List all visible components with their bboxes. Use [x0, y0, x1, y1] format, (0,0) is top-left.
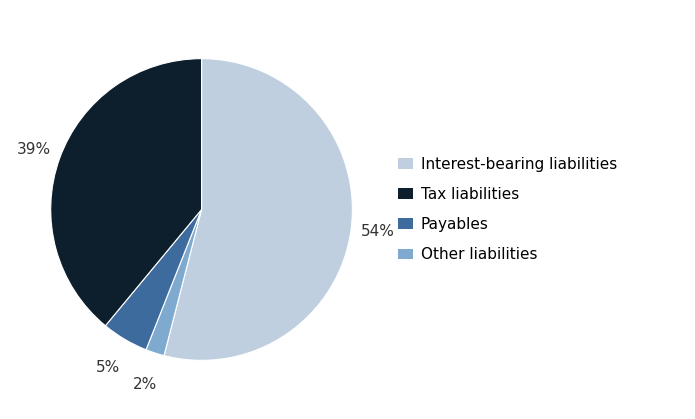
Text: 39%: 39% [17, 142, 51, 157]
Text: 54%: 54% [361, 224, 395, 239]
Wedge shape [146, 210, 202, 356]
Legend: Interest-bearing liabilities, Tax liabilities, Payables, Other liabilities: Interest-bearing liabilities, Tax liabil… [398, 157, 617, 262]
Text: 5%: 5% [96, 360, 120, 375]
Text: 2%: 2% [133, 377, 157, 392]
Wedge shape [51, 59, 202, 326]
Wedge shape [164, 59, 352, 360]
Wedge shape [106, 210, 202, 350]
